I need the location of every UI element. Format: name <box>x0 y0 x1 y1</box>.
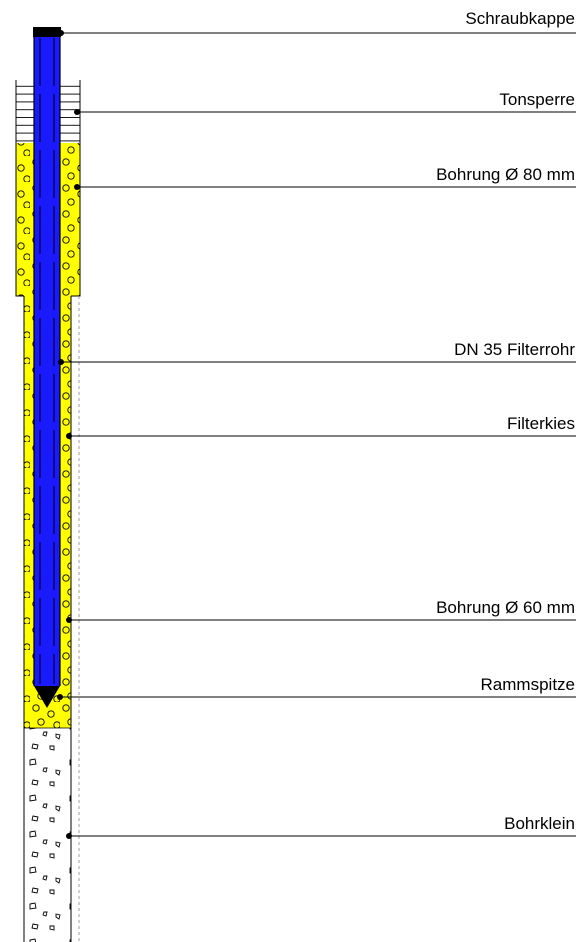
filter-pipe <box>33 27 61 708</box>
leader-cuttings <box>66 833 576 839</box>
leader-clay-seal <box>74 109 576 115</box>
leader-bore-80 <box>74 184 576 190</box>
label-filter-pipe: DN 35 Filterrohr <box>454 340 575 359</box>
label-bore-80: Bohrung Ø 80 mm <box>436 165 575 184</box>
leader-cap <box>58 30 576 36</box>
screw-cap-shape <box>33 27 61 37</box>
label-bore-60: Bohrung Ø 60 mm <box>436 598 575 617</box>
leader-filter-gravel <box>66 433 576 439</box>
label-cap: Schraubkappe <box>465 9 575 28</box>
leader-filter-pipe <box>58 359 576 365</box>
label-drive-point: Rammspitze <box>481 675 575 694</box>
leader-drive-point <box>57 694 576 700</box>
label-cuttings: Bohrklein <box>504 814 575 833</box>
leader-lines <box>57 30 576 839</box>
leader-bore-60 <box>66 617 576 623</box>
filter-pipe-body <box>34 36 60 686</box>
cuttings-fill <box>24 728 71 942</box>
label-filter-gravel: Filterkies <box>507 414 575 433</box>
labels: Schraubkappe Tonsperre Bohrung Ø 80 mm D… <box>436 9 575 833</box>
label-clay-seal: Tonsperre <box>499 90 575 109</box>
